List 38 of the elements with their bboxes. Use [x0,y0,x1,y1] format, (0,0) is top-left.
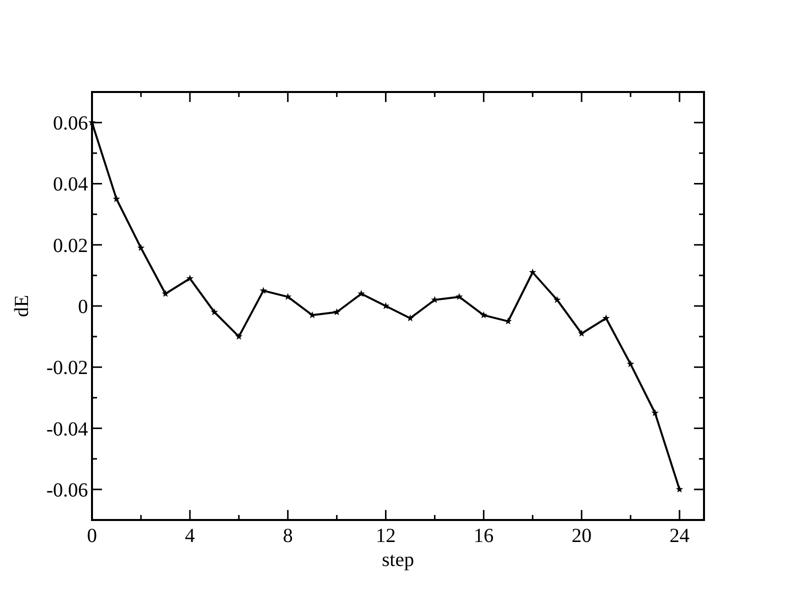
x-tick-label: 16 [474,525,494,547]
point [210,308,218,316]
x-tick-label: 12 [376,525,396,547]
point [186,274,194,282]
y-tick-label: 0.02 [53,234,88,257]
point [333,308,340,316]
point [626,360,634,368]
x-tick-label: 20 [572,525,592,547]
point [602,314,610,322]
y-tick-label: 0.04 [53,174,88,196]
point [162,290,170,297]
x-axis-title: step [382,549,414,571]
point [676,486,684,493]
point [456,292,463,300]
point [308,311,316,318]
y-tick-label: 0.06 [53,112,88,135]
y-tick-label: -0.04 [46,418,88,440]
point [137,244,145,252]
point [382,302,390,310]
y-axis-title: dE [11,294,33,318]
point [112,195,120,202]
x-tick-label: 8 [282,525,293,547]
point [431,296,438,303]
point [235,332,243,340]
point [480,311,488,318]
y-tick-label: -0.02 [46,357,88,380]
point [358,290,365,297]
point [553,296,561,303]
y-tick-label: 0 [78,296,88,318]
x-tick-label: 24 [670,525,690,547]
point [578,330,586,337]
point [406,314,414,322]
point [504,317,512,324]
point [528,268,536,276]
point [260,286,268,294]
y-tick-label: -0.06 [46,479,88,502]
point [651,409,659,416]
x-tick-label: 4 [184,525,195,547]
